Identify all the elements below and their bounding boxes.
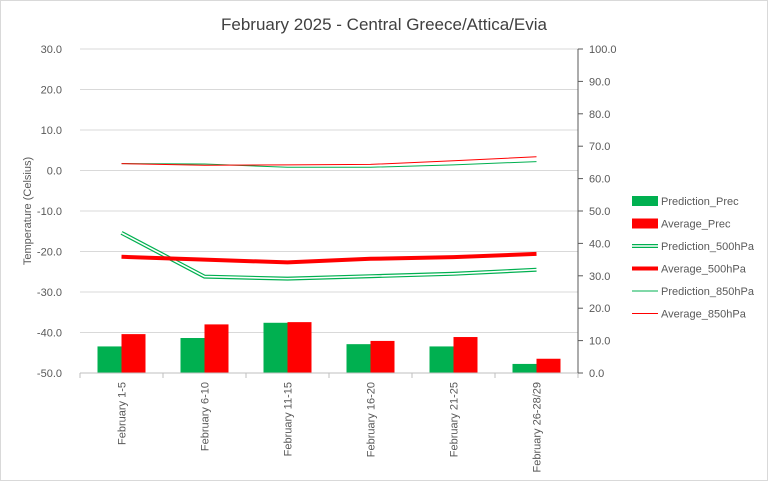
- x-tick-label: February 16-20: [366, 382, 378, 457]
- gridlines: [80, 48, 578, 333]
- x-tick-label: February 21-25: [449, 382, 461, 457]
- legend-average-prec-swatch: [632, 218, 658, 229]
- legend-average-prec-label: Average_Prec: [661, 219, 731, 231]
- bar-average-prec-3: [287, 322, 312, 373]
- x-tick-label: February 1-5: [117, 382, 129, 445]
- bar-average-prec-2: [204, 324, 229, 373]
- line-prediction-500hpa-inner: [121, 232, 537, 280]
- bar-prediction-prec-1: [97, 346, 122, 373]
- left-tick-label: -40.0: [37, 328, 62, 340]
- bar-prediction-prec-6: [512, 363, 537, 373]
- line-average-850hpa: [121, 156, 537, 166]
- right-tick-label: 70.0: [589, 141, 610, 153]
- x-axis-ticks: February 1-5 February 6-10 February 11-15 F…: [117, 382, 544, 473]
- line-average-500hpa: [121, 251, 537, 265]
- right-tick-label: 50.0: [589, 206, 610, 218]
- left-tick-label: 0.0: [47, 166, 62, 178]
- x-tick-label: February 11-15: [283, 382, 295, 456]
- left-axis-ticks: 30.0 20.0 10.0 0.0 -10.0 -20.0 -30.0 -40.0 -50.0: [37, 44, 62, 380]
- bar-prediction-prec-4: [346, 344, 371, 373]
- lines: [120, 156, 537, 281]
- legend-average-850hpa-label: Average_850hPa: [661, 309, 747, 321]
- left-tick-label: -30.0: [37, 287, 62, 299]
- chart-title: February 2025 - Central Greece/Attica/Ev…: [221, 15, 548, 34]
- left-tick-label: 30.0: [41, 44, 62, 56]
- left-tick-label: 20.0: [41, 85, 62, 97]
- legend-prediction-prec-swatch: [632, 196, 658, 206]
- left-tick-label: -10.0: [37, 206, 62, 218]
- y-axis-title: Temperature (Celsius): [22, 157, 34, 265]
- left-tick-label: -20.0: [37, 247, 62, 259]
- right-tick-label: 100.0: [589, 44, 617, 56]
- bar-average-prec-1: [121, 334, 146, 373]
- right-axis-ticks: 100.0 90.0 80.0 70.0 60.0 50.0 40.0 30.0 20.0 10.…: [589, 44, 617, 380]
- bar-prediction-prec-3: [263, 322, 288, 373]
- right-tick-label: 0.0: [589, 368, 604, 380]
- right-tick-label: 40.0: [589, 238, 610, 250]
- bar-average-prec-5: [453, 337, 478, 373]
- bar-average-prec-4: [370, 340, 395, 373]
- right-tick-label: 10.0: [589, 336, 610, 348]
- line-prediction-850hpa: [121, 161, 537, 168]
- legend-prediction-500hpa-label: Prediction_500hPa: [661, 241, 755, 253]
- bar-prediction-prec-5: [429, 346, 454, 373]
- legend-prediction-850hpa-label: Prediction_850hPa: [661, 286, 755, 298]
- legend: Prediction_Prec Average_Prec Prediction_50…: [632, 196, 755, 321]
- right-tick-label: 60.0: [589, 174, 610, 186]
- bar-prediction-prec-2: [180, 338, 205, 373]
- right-tick-label: 30.0: [589, 271, 610, 283]
- right-tick-label: 80.0: [589, 109, 610, 121]
- bar-average-prec-6: [536, 358, 561, 373]
- left-tick-label: -50.0: [37, 368, 62, 380]
- axes: [79, 48, 583, 378]
- right-tick-label: 20.0: [589, 303, 610, 315]
- legend-average-500hpa-label: Average_500hPa: [661, 264, 747, 276]
- left-tick-label: 10.0: [41, 125, 62, 137]
- legend-prediction-prec-label: Prediction_Prec: [661, 196, 739, 208]
- bars: [97, 322, 561, 373]
- right-tick-label: 90.0: [589, 76, 610, 88]
- x-tick-label: February 26-28/29: [532, 382, 544, 473]
- x-tick-label: February 6-10: [200, 382, 212, 451]
